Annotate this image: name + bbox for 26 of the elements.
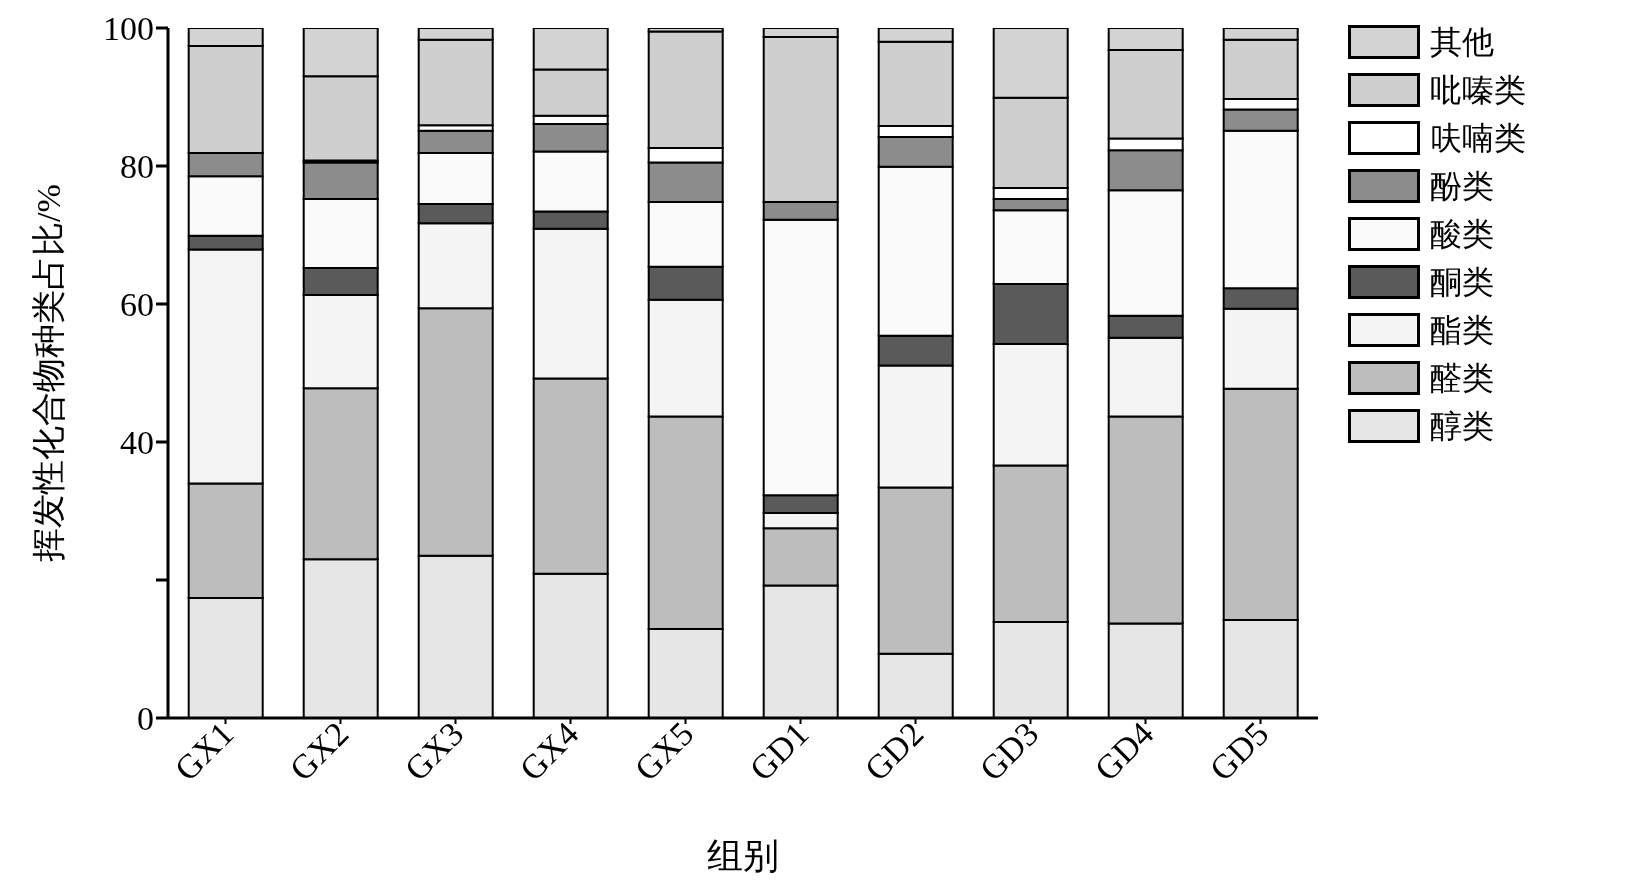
- x-tick-label: GD3: [972, 714, 1046, 788]
- legend-label: 酚类: [1430, 167, 1494, 206]
- y-tick-label: 80: [120, 148, 154, 186]
- legend-label: 其他: [1430, 23, 1494, 62]
- x-axis-title: 组别: [707, 836, 779, 876]
- legend-label: 吡嗪类: [1430, 71, 1526, 110]
- x-tick-label: GX3: [397, 714, 471, 788]
- x-tick-label: GX2: [282, 714, 356, 788]
- y-axis-title: 挥发性化合物种类占比/%: [30, 184, 68, 562]
- x-tick-label: GD1: [742, 714, 816, 788]
- legend-label: 醇类: [1430, 407, 1494, 446]
- legend-label: 呋喃类: [1430, 119, 1526, 158]
- legend-label: 酮类: [1430, 263, 1494, 302]
- legend-label: 醛类: [1430, 359, 1494, 398]
- x-tick-label: GX4: [512, 714, 586, 788]
- legend-label: 酯类: [1430, 311, 1494, 350]
- legend-label: 酸类: [1430, 215, 1494, 254]
- x-tick-label: GX5: [627, 714, 701, 788]
- x-tick-label: GX1: [167, 714, 241, 788]
- x-tick-label: GD5: [1202, 714, 1276, 788]
- y-tick-label: 60: [120, 286, 154, 324]
- y-tick-label: 100: [103, 10, 154, 48]
- y-tick-label: 40: [120, 424, 154, 462]
- y-tick-label: 0: [137, 700, 154, 738]
- x-tick-label: GD2: [857, 714, 931, 788]
- x-tick-label: GD4: [1087, 714, 1161, 788]
